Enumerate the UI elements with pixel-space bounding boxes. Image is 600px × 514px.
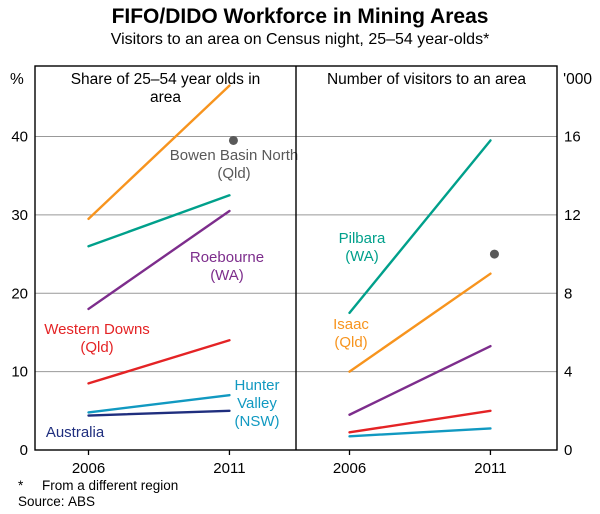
series-line-roebourne-wa bbox=[87, 209, 231, 311]
x-tick-label: 2011 bbox=[474, 460, 506, 477]
panel-title: Share of 25–54 year olds in bbox=[71, 71, 261, 88]
annotation-bowen-basin-north-qld: (Qld) bbox=[217, 165, 250, 182]
y-tick-label: 20 bbox=[11, 285, 28, 302]
series-line-hunter-valley-nsw bbox=[348, 427, 492, 438]
series-line-isaac-qld bbox=[348, 272, 492, 373]
annotation-hunter-valley-nsw: Valley bbox=[237, 395, 277, 412]
annotation-roebourne-wa: (WA) bbox=[210, 267, 244, 284]
source-text: ABS bbox=[68, 494, 96, 509]
annotation-pilbara-wa: (WA) bbox=[345, 248, 379, 265]
footnote-text: From a different region bbox=[42, 478, 179, 493]
axis-unit-left: % bbox=[10, 71, 24, 88]
chart-notes: * From a different region Source: ABS bbox=[18, 478, 178, 510]
annotation-western-downs-qld: Western Downs bbox=[44, 321, 150, 338]
source-label: Source: bbox=[18, 494, 65, 509]
series-line-pilbara-wa bbox=[348, 139, 492, 315]
annotation-roebourne-wa: Roebourne bbox=[190, 249, 264, 266]
chart-title: FIFO/DIDO Workforce in Mining Areas bbox=[111, 5, 489, 28]
y-tick-label: 30 bbox=[11, 207, 28, 224]
annotation-pilbara-wa: Pilbara bbox=[339, 230, 386, 247]
axis-unit-right: '000 bbox=[563, 71, 592, 88]
y-tick-label: 12 bbox=[564, 207, 581, 224]
dot-bowen-basin-north-qld bbox=[228, 135, 238, 145]
panel-title: Number of visitors to an area bbox=[327, 71, 526, 88]
x-tick-label: 2006 bbox=[72, 460, 105, 477]
annotation-australia: Australia bbox=[46, 424, 105, 441]
x-tick-label: 2006 bbox=[333, 460, 366, 477]
series-line-roebourne-wa bbox=[348, 344, 492, 416]
annotation-hunter-valley-nsw: Hunter bbox=[234, 377, 279, 394]
x-tick-label: 2011 bbox=[213, 460, 245, 477]
series-line-australia bbox=[87, 409, 231, 417]
chart-subtitle: Visitors to an area on Census night, 25–… bbox=[110, 31, 490, 48]
footnote: * From a different region bbox=[18, 478, 178, 494]
y-tick-label: 0 bbox=[20, 442, 28, 459]
y-tick-label: 10 bbox=[11, 364, 28, 381]
y-tick-label: 16 bbox=[564, 129, 581, 146]
series-line-western-downs-qld bbox=[87, 339, 231, 385]
series-line-isaac-qld bbox=[87, 84, 231, 221]
series-line-western-downs-qld bbox=[348, 409, 492, 434]
panel-title: area bbox=[150, 89, 181, 106]
series-line-hunter-valley-nsw bbox=[87, 393, 231, 414]
y-tick-label: 4 bbox=[564, 364, 572, 381]
source-line: Source: ABS bbox=[18, 494, 178, 510]
annotation-bowen-basin-north-qld: Bowen Basin North bbox=[170, 147, 298, 164]
y-tick-label: 40 bbox=[11, 129, 28, 146]
annotation-western-downs-qld: (Qld) bbox=[80, 339, 113, 356]
annotation-isaac-qld: (Qld) bbox=[334, 334, 367, 351]
y-tick-label: 8 bbox=[564, 285, 572, 302]
annotation-hunter-valley-nsw: (NSW) bbox=[235, 413, 280, 430]
dot-bowen-basin-north-qld bbox=[489, 249, 499, 259]
annotation-isaac-qld: Isaac bbox=[333, 316, 369, 333]
y-tick-label: 0 bbox=[564, 442, 572, 459]
series-line-pilbara-wa bbox=[87, 194, 231, 248]
footnote-marker: * bbox=[18, 478, 24, 493]
